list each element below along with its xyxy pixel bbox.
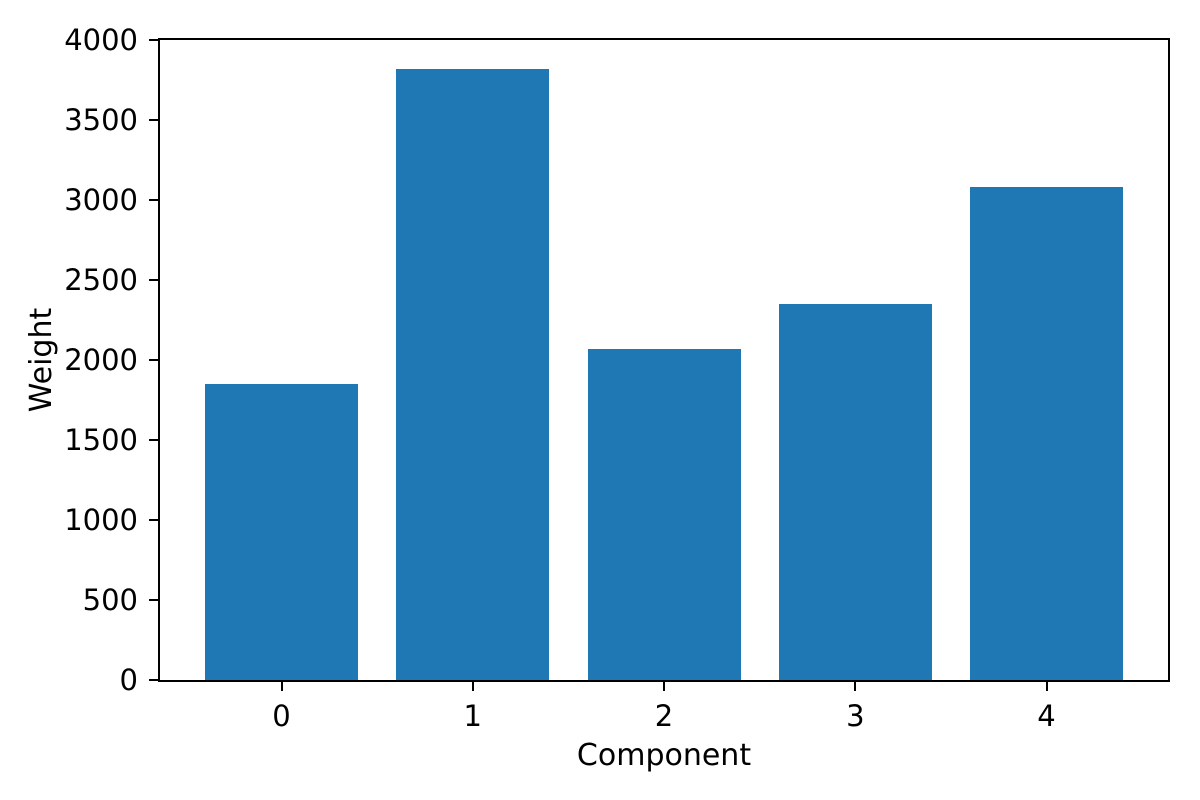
y-tick-label-2000: 2000 — [64, 343, 138, 377]
y-tick-label-2500: 2500 — [64, 263, 138, 297]
x-tick-label-4: 4 — [1037, 699, 1056, 733]
x-tick-mark-0 — [280, 682, 283, 691]
y-tick-mark-500 — [149, 599, 158, 601]
y-tick-label-3500: 3500 — [64, 103, 138, 137]
y-tick-mark-2000 — [149, 359, 158, 361]
y-tick-mark-0 — [149, 679, 158, 681]
bar-component-0 — [204, 384, 358, 680]
bars-layer — [160, 40, 1168, 680]
x-tick-mark-1 — [471, 682, 474, 691]
y-tick-mark-1500 — [149, 439, 158, 441]
bar-component-4 — [970, 187, 1123, 680]
y-tick-mark-2500 — [149, 279, 158, 281]
x-tick-label-3: 3 — [846, 699, 865, 733]
plot-area — [158, 38, 1170, 682]
x-tick-mark-2 — [663, 682, 665, 691]
bar-component-1 — [396, 68, 550, 680]
x-tick-label-0: 0 — [272, 699, 291, 733]
y-tick-mark-4000 — [149, 39, 158, 41]
y-tick-mark-1000 — [149, 519, 158, 521]
bar-component-2 — [587, 348, 741, 680]
y-tick-label-3000: 3000 — [64, 183, 138, 217]
y-tick-label-1000: 1000 — [64, 503, 138, 537]
x-tick-mark-4 — [1045, 682, 1048, 691]
y-tick-mark-3000 — [149, 199, 158, 201]
x-tick-mark-3 — [854, 682, 857, 691]
y-tick-label-0: 0 — [119, 663, 138, 697]
y-tick-mark-3500 — [149, 119, 158, 121]
x-tick-label-1: 1 — [463, 699, 482, 733]
y-tick-label-4000: 4000 — [64, 23, 138, 57]
x-axis-label: Component — [576, 738, 752, 773]
y-tick-label-500: 500 — [82, 583, 138, 617]
x-tick-label-2: 2 — [654, 699, 674, 733]
bar-component-3 — [778, 304, 932, 680]
y-tick-label-1500: 1500 — [64, 423, 138, 457]
